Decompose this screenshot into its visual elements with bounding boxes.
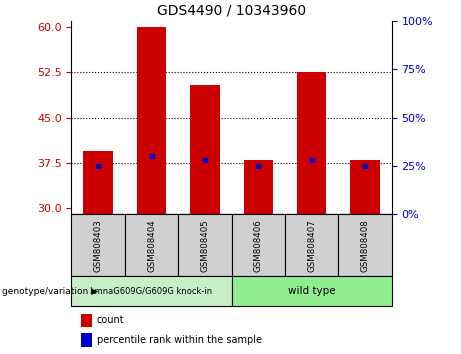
Text: GSM808405: GSM808405 [201, 219, 209, 272]
Bar [285, 214, 338, 276]
Bar [71, 214, 125, 276]
Bar [178, 214, 231, 276]
Text: percentile rank within the sample: percentile rank within the sample [97, 335, 262, 345]
Text: GSM808408: GSM808408 [361, 219, 370, 272]
Bar [83, 151, 113, 214]
Text: wild type: wild type [288, 286, 336, 296]
Bar [350, 160, 380, 214]
Text: GSM808407: GSM808407 [307, 219, 316, 272]
Bar [190, 85, 219, 214]
Bar [297, 73, 326, 214]
Text: GSM808403: GSM808403 [94, 219, 103, 272]
Text: LmnaG609G/G609G knock-in: LmnaG609G/G609G knock-in [90, 287, 213, 296]
Bar [231, 276, 392, 306]
Text: count: count [97, 315, 124, 325]
Bar [244, 160, 273, 214]
Text: GSM808404: GSM808404 [147, 219, 156, 272]
Text: GSM808406: GSM808406 [254, 219, 263, 272]
Bar [338, 214, 392, 276]
Title: GDS4490 / 10343960: GDS4490 / 10343960 [157, 3, 306, 17]
Bar [137, 27, 166, 214]
Bar [125, 214, 178, 276]
Bar [231, 214, 285, 276]
Text: genotype/variation ▶: genotype/variation ▶ [2, 287, 98, 296]
Bar [71, 276, 231, 306]
